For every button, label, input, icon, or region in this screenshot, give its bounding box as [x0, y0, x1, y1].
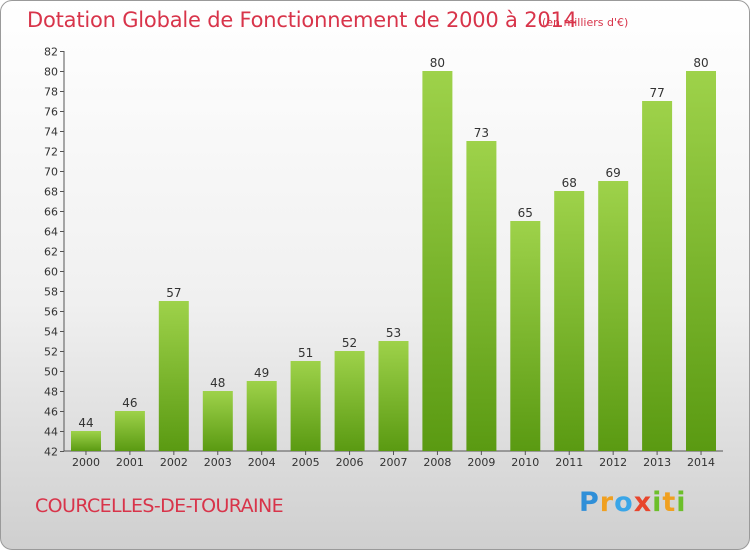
bar-value-label: 49: [254, 366, 269, 380]
x-tick-label: 2001: [116, 456, 144, 469]
x-tick-label: 2003: [204, 456, 232, 469]
x-tick-label: 2009: [467, 456, 495, 469]
chart-axes: 42 44 46 48 50 52 54 56 58 60 62 64 66 68 70 72 74 76 78 80…: [44, 46, 723, 459]
chart-bars: [71, 71, 716, 451]
bar: [422, 71, 453, 451]
chart-unit-label: (en milliers d'€): [542, 16, 629, 29]
x-tick-label: 2000: [72, 456, 100, 469]
bar-value-label: 46: [122, 396, 137, 410]
bar-value-label: 80: [693, 56, 708, 70]
y-tick-label: 48: [44, 386, 58, 399]
y-tick-label: 42: [44, 446, 58, 459]
y-tick-label: 54: [44, 326, 58, 339]
bar-value-label: 65: [518, 206, 533, 220]
y-tick-label: 60: [44, 266, 58, 279]
bar: [114, 411, 145, 451]
y-tick-label: 72: [44, 146, 58, 159]
bar: [642, 101, 673, 451]
y-tick-label: 70: [44, 166, 58, 179]
x-tick-label: 2011: [555, 456, 583, 469]
bar: [71, 431, 101, 451]
bar-value-label: 77: [649, 86, 664, 100]
y-tick-label: 74: [44, 126, 58, 139]
y-tick-label: 66: [44, 206, 58, 219]
bar: [378, 341, 409, 451]
x-tick-label: 2014: [687, 456, 715, 469]
bar-value-label: 52: [342, 336, 357, 350]
bar: [334, 351, 365, 451]
x-tick-label: 2004: [248, 456, 276, 469]
y-tick-label: 52: [44, 346, 58, 359]
y-tick-label: 46: [44, 406, 58, 419]
y-tick-label: 80: [44, 66, 58, 79]
bar-value-label: 80: [430, 56, 445, 70]
bar: [510, 221, 541, 451]
bar-value-label: 44: [78, 416, 93, 430]
y-tick-label: 64: [44, 226, 58, 239]
x-tick-label: 2012: [599, 456, 627, 469]
bar-value-label: 73: [474, 126, 489, 140]
chart-labels: 2000 44 2001 46 2002 57 2003 48 2004 49 2005 51 2006…: [72, 56, 715, 469]
y-tick-label: 68: [44, 186, 58, 199]
x-tick-label: 2010: [511, 456, 539, 469]
proxiti-logo: Proxiti: [579, 487, 687, 518]
bar-value-label: 57: [166, 286, 181, 300]
x-tick-label: 2002: [160, 456, 188, 469]
y-tick-label: 58: [44, 286, 58, 299]
x-tick-label: 2013: [643, 456, 671, 469]
bar: [598, 181, 629, 451]
bar-value-label: 48: [210, 376, 225, 390]
bar: [202, 391, 233, 451]
bar: [466, 141, 497, 451]
y-tick-label: 44: [44, 426, 58, 439]
bar: [246, 381, 277, 451]
bar-value-label: 68: [562, 176, 577, 190]
y-tick-label: 76: [44, 106, 58, 119]
x-tick-label: 2006: [336, 456, 364, 469]
chart-title: Dotation Globale de Fonctionnement de 20…: [27, 8, 577, 32]
y-tick-label: 50: [44, 366, 58, 379]
y-tick-label: 82: [44, 46, 58, 59]
y-tick-label: 62: [44, 246, 58, 259]
x-tick-label: 2005: [292, 456, 320, 469]
bar-value-label: 51: [298, 346, 313, 360]
y-tick-label: 56: [44, 306, 58, 319]
bar-value-label: 69: [606, 166, 621, 180]
commune-name: COURCELLES-DE-TOURAINE: [35, 495, 284, 517]
bar: [686, 71, 716, 451]
bar: [554, 191, 585, 451]
x-tick-label: 2007: [380, 456, 408, 469]
y-tick-label: 78: [44, 86, 58, 99]
x-tick-label: 2008: [423, 456, 451, 469]
bar: [158, 301, 189, 451]
bar-value-label: 53: [386, 326, 401, 340]
bar: [290, 361, 321, 451]
